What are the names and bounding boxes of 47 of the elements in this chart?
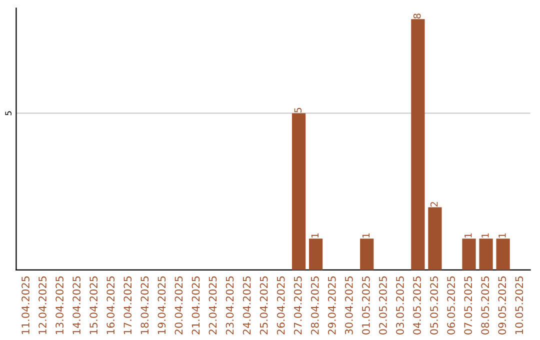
x-tick-label: 21.04.2025 <box>192 276 200 334</box>
x-tick-label: 28.04.2025 <box>310 276 319 334</box>
x-tick-label: 19.04.2025 <box>158 276 166 334</box>
bar <box>411 19 425 270</box>
x-tick-label: 18.04.2025 <box>140 276 149 334</box>
x-tick-label: 07.05.2025 <box>464 276 472 334</box>
x-tick-label: 17.04.2025 <box>124 276 132 334</box>
bar <box>479 238 493 270</box>
bar <box>428 207 442 270</box>
x-tick-label: 09.05.2025 <box>498 276 506 334</box>
x-tick-label: 26.04.2025 <box>276 276 285 334</box>
data-label: 1 <box>482 233 489 238</box>
x-tick-label: 27.04.2025 <box>294 276 302 334</box>
x-tick-label: 24.04.2025 <box>242 276 251 334</box>
x-tick-label: 25.04.2025 <box>260 276 268 334</box>
data-label: 1 <box>498 233 506 238</box>
data-label: 1 <box>464 233 472 238</box>
x-tick-label: 30.04.2025 <box>344 276 353 334</box>
x-tick-label: 03.05.2025 <box>396 276 404 334</box>
data-label: 1 <box>362 233 370 238</box>
x-tick-label: 08.05.2025 <box>481 276 490 334</box>
x-tick-label: 02.05.2025 <box>379 276 387 334</box>
bar <box>462 238 476 270</box>
bar <box>360 238 374 270</box>
x-tick-label: 11.04.2025 <box>22 276 30 334</box>
x-tick-label: 14.04.2025 <box>72 276 81 334</box>
x-tick-label: 13.04.2025 <box>56 276 64 334</box>
x-tick-label: 29.04.2025 <box>328 276 336 334</box>
x-tick-label: 23.04.2025 <box>226 276 234 334</box>
x-tick-label: 01.05.2025 <box>362 276 370 334</box>
x-tick-label: 06.05.2025 <box>447 276 455 334</box>
bar <box>292 113 306 270</box>
data-label: 1 <box>311 233 318 238</box>
x-tick-label: 16.04.2025 <box>106 276 115 334</box>
x-tick-label: 22.04.2025 <box>208 276 217 334</box>
data-label: 8 <box>413 14 421 18</box>
x-tick-label: 10.05.2025 <box>515 276 524 334</box>
x-tick-label: 20.04.2025 <box>174 276 183 334</box>
ref-line-label: 5 <box>5 111 12 116</box>
x-tick-label: 15.04.2025 <box>90 276 98 334</box>
x-tick-label: 05.05.2025 <box>430 276 438 334</box>
bar <box>308 238 323 270</box>
x-tick-label: 04.05.2025 <box>413 276 421 334</box>
data-label: 5 <box>294 108 302 112</box>
data-label: 2 <box>430 202 438 207</box>
bar <box>496 238 510 270</box>
x-tick-label: 12.04.2025 <box>38 276 46 334</box>
